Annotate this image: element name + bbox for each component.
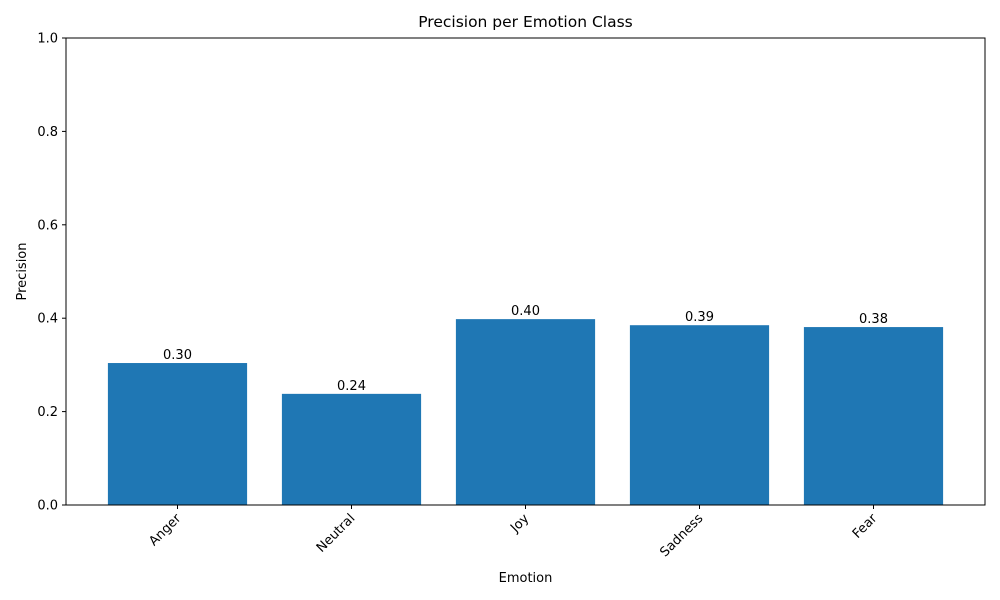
value-label: 0.39 [685, 310, 714, 325]
value-label: 0.30 [163, 348, 192, 363]
y-tick-label: 0.4 [37, 312, 58, 327]
bar [281, 393, 422, 505]
bar [803, 327, 944, 505]
bar [455, 319, 596, 505]
x-axis-label: Emotion [499, 571, 553, 586]
value-label: 0.24 [337, 379, 366, 394]
y-tick-label: 0.0 [37, 499, 58, 514]
x-tick-label: Sadness [657, 511, 706, 560]
y-tick-label: 0.2 [37, 405, 58, 420]
y-tick-label: 0.8 [37, 125, 58, 140]
y-tick-label: 0.6 [37, 218, 58, 233]
x-tick-label: Neutral [314, 511, 359, 556]
x-tick-label: Anger [146, 511, 184, 549]
y-axis-label: Precision [15, 242, 30, 300]
value-label: 0.40 [511, 304, 540, 319]
plot-frame [65, 37, 986, 506]
x-tick-label: Joy [507, 511, 532, 536]
bar [629, 325, 770, 505]
value-label: 0.38 [859, 312, 888, 327]
chart-title: Precision per Emotion Class [418, 13, 633, 31]
bar [107, 363, 248, 505]
y-tick-label: 1.0 [37, 32, 58, 47]
x-tick-label: Fear [850, 511, 881, 542]
